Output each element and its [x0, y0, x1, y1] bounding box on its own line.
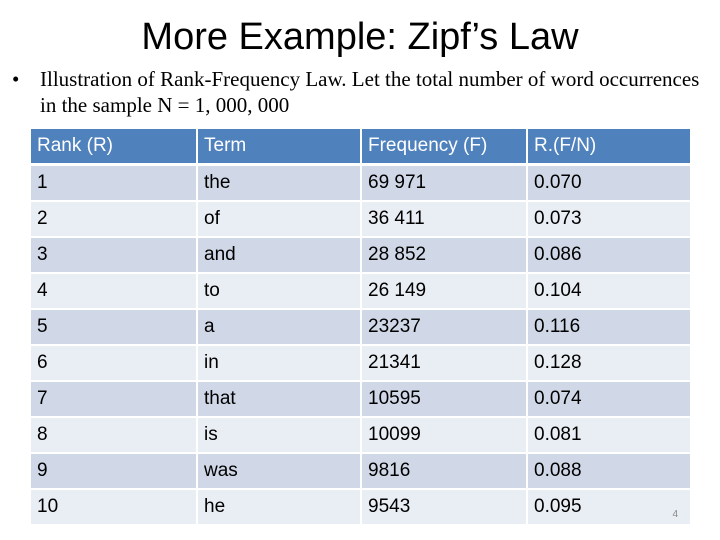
cell-rank: 1: [31, 166, 198, 202]
table-row: 5 a 23237 0.116: [31, 310, 690, 346]
cell-rank: 6: [31, 346, 198, 382]
cell-ratio: 0.104: [528, 274, 690, 310]
header-rank: Rank (R): [31, 129, 198, 166]
cell-term: to: [198, 274, 362, 310]
cell-term: and: [198, 238, 362, 274]
cell-rank: 8: [31, 418, 198, 454]
cell-frequency: 9816: [362, 454, 528, 490]
cell-term: a: [198, 310, 362, 346]
cell-rank: 3: [31, 238, 198, 274]
cell-frequency: 23237: [362, 310, 528, 346]
cell-rank: 7: [31, 382, 198, 418]
table-header-row: Rank (R) Term Frequency (F) R.(F/N): [31, 129, 690, 166]
cell-term: that: [198, 382, 362, 418]
page-number: 4: [672, 509, 678, 520]
slide-title: More Example: Zipf’s Law: [141, 16, 579, 58]
bullet-text: Illustration of Rank-Frequency Law. Let …: [40, 67, 700, 117]
cell-term: the: [198, 166, 362, 202]
cell-frequency: 10099: [362, 418, 528, 454]
cell-ratio: 0.116: [528, 310, 690, 346]
cell-term: is: [198, 418, 362, 454]
cell-ratio: 0.074: [528, 382, 690, 418]
cell-rank: 4: [31, 274, 198, 310]
cell-ratio: 0.070: [528, 166, 690, 202]
cell-rank: 2: [31, 202, 198, 238]
cell-ratio: 0.095: [528, 490, 690, 526]
cell-ratio: 0.081: [528, 418, 690, 454]
cell-ratio: 0.088: [528, 454, 690, 490]
cell-term: was: [198, 454, 362, 490]
table-row: 4 to 26 149 0.104: [31, 274, 690, 310]
table-row: 1 the 69 971 0.070: [31, 166, 690, 202]
cell-frequency: 69 971: [362, 166, 528, 202]
cell-frequency: 36 411: [362, 202, 528, 238]
cell-frequency: 21341: [362, 346, 528, 382]
table-row: 3 and 28 852 0.086: [31, 238, 690, 274]
cell-frequency: 10595: [362, 382, 528, 418]
cell-rank: 10: [31, 490, 198, 526]
table-row: 7 that 10595 0.074: [31, 382, 690, 418]
header-ratio: R.(F/N): [528, 129, 690, 166]
table-row: 9 was 9816 0.088: [31, 454, 690, 490]
table-row: 8 is 10099 0.081: [31, 418, 690, 454]
cell-term: of: [198, 202, 362, 238]
cell-rank: 5: [31, 310, 198, 346]
cell-term: he: [198, 490, 362, 526]
cell-ratio: 0.086: [528, 238, 690, 274]
cell-ratio: 0.073: [528, 202, 690, 238]
table-row: 6 in 21341 0.128: [31, 346, 690, 382]
cell-frequency: 26 149: [362, 274, 528, 310]
rank-frequency-table: Rank (R) Term Frequency (F) R.(F/N) 1 th…: [31, 129, 690, 526]
table-row: 10 he 9543 0.095: [31, 490, 690, 526]
bullet-item: • Illustration of Rank-Frequency Law. Le…: [12, 66, 702, 118]
bullet-marker: •: [12, 67, 20, 91]
cell-ratio: 0.128: [528, 346, 690, 382]
cell-rank: 9: [31, 454, 198, 490]
header-term: Term: [198, 129, 362, 166]
cell-frequency: 28 852: [362, 238, 528, 274]
cell-frequency: 9543: [362, 490, 528, 526]
table-row: 2 of 36 411 0.073: [31, 202, 690, 238]
cell-term: in: [198, 346, 362, 382]
header-frequency: Frequency (F): [362, 129, 528, 166]
